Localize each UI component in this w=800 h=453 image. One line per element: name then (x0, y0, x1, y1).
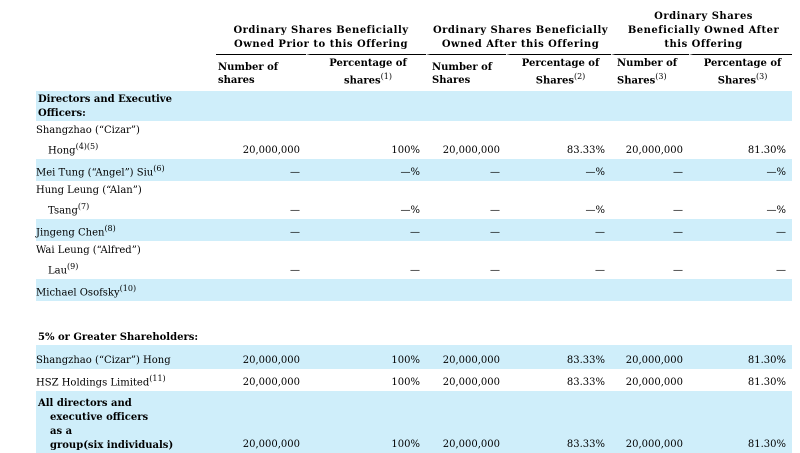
beneficial-ownership-table: Ordinary Shares Beneficially Owned Prior… (36, 8, 793, 453)
cell-value: —% (766, 205, 787, 216)
holder-name: Shangzhao (“Cizar”) Hong (36, 345, 216, 369)
col-header-pct-prior: Percentage of shares(1) (306, 54, 427, 91)
cell-value: 100% (391, 377, 421, 388)
group-header-row: Ordinary Shares Beneficially Owned Prior… (36, 8, 792, 54)
cell-value: 81.30% (747, 377, 787, 388)
table-row: Michael Osofsky(10) (36, 279, 793, 301)
holder-name: Michael Osofsky(10) (36, 279, 216, 301)
cell-value: 100% (306, 391, 427, 453)
cell-value: — (426, 159, 507, 181)
cell-value: — (216, 219, 306, 241)
holder-name: Shangzhao (“Cizar”) Hong(4)(5) (36, 124, 140, 156)
cell-value: 81.30% (689, 391, 793, 453)
cell-value: — (595, 265, 606, 276)
col-header-pct-after-1: Percentage of Shares(2) (506, 54, 612, 91)
table-row: Jingeng Chen(8) — — — — — — (36, 219, 793, 241)
col-header-number-after-2: Number of Shares(3) (611, 54, 690, 91)
cell-value: — (290, 205, 300, 216)
section-row-greater: 5% or Greater Shareholders: (36, 301, 792, 345)
cell-value: 20,000,000 (426, 391, 507, 453)
col-header-number-prior: Number of shares (216, 54, 306, 91)
cell-value: — (776, 265, 787, 276)
cell-value: 81.30% (689, 345, 793, 369)
cell-value: — (410, 265, 421, 276)
cell-value: — (490, 265, 501, 276)
cell-value: — (290, 265, 300, 276)
cell-value: — (673, 205, 684, 216)
col-header-number-after-1: Number of Shares (426, 54, 507, 91)
cell-value: 20,000,000 (611, 345, 690, 369)
col-header-pct-after-2: Percentage of Shares(3) (689, 54, 793, 91)
holder-name: Hung Leung (“Alan”) Tsang(7) (36, 184, 142, 216)
cell-value: — (506, 219, 612, 241)
cell-value: —% (506, 159, 612, 181)
holder-name: Wai Leung (“Alfred”) Lau(9) (36, 244, 141, 276)
cell-value: — (216, 159, 306, 181)
table-row: Wai Leung (“Alfred”) Lau(9) — — — — — — (36, 241, 792, 279)
cell-value: 81.30% (747, 145, 787, 156)
cell-value: — (426, 219, 507, 241)
cell-value: 20,000,000 (611, 391, 690, 453)
cell-value: — (611, 159, 690, 181)
cell-value: — (306, 219, 427, 241)
cell-value: 20,000,000 (625, 377, 684, 388)
cell-value: 20,000,000 (442, 377, 501, 388)
cell-value: —% (585, 205, 606, 216)
holder-name: Jingeng Chen(8) (36, 219, 216, 241)
cell-value: 20,000,000 (426, 345, 507, 369)
cell-value: 100% (391, 145, 421, 156)
cell-value: — (611, 219, 690, 241)
cell-value: 20,000,000 (442, 145, 501, 156)
cell-value: 100% (306, 345, 427, 369)
group-header-after-1: Ordinary Shares Beneficially Owned After… (426, 8, 611, 54)
section-label: Directors and Executive Officers: (36, 91, 216, 121)
column-header-row: Number of shares Percentage of shares(1)… (36, 54, 793, 91)
cell-value: 83.33% (566, 145, 606, 156)
cell-value: 20,000,000 (242, 145, 300, 156)
cell-value: —% (400, 205, 421, 216)
cell-value: 83.33% (566, 377, 606, 388)
cell-value: 20,000,000 (216, 391, 306, 453)
cell-value: —% (689, 159, 793, 181)
cell-value: —% (306, 159, 427, 181)
cell-value: 20,000,000 (242, 377, 300, 388)
cell-value: — (689, 219, 793, 241)
cell-value: 20,000,000 (216, 345, 306, 369)
table-row: Hung Leung (“Alan”) Tsang(7) — —% — —% — … (36, 181, 792, 219)
holder-name: Mei Tung (“Angel”) Siu(6) (36, 159, 216, 181)
table-row: HSZ Holdings Limited(11) 20,000,000 100%… (36, 369, 792, 391)
group-header-after-2: Ordinary Shares Beneficially Owned After… (611, 8, 792, 54)
cell-value: 83.33% (506, 391, 612, 453)
cell-value: — (673, 265, 684, 276)
holder-name: HSZ Holdings Limited(11) (36, 373, 166, 388)
cell-value: 83.33% (506, 345, 612, 369)
table-row: Shangzhao (“Cizar”) Hong 20,000,000 100%… (36, 345, 793, 369)
table-row: Shangzhao (“Cizar”) Hong(4)(5) 20,000,000… (36, 121, 792, 159)
cell-value: — (490, 205, 501, 216)
group-header-prior: Ordinary Shares Beneficially Owned Prior… (233, 25, 409, 50)
cell-value: 20,000,000 (625, 145, 684, 156)
section-label: 5% or Greater Shareholders: (38, 332, 199, 343)
table-row: Mei Tung (“Angel”) Siu(6) — —% — —% — —% (36, 159, 793, 181)
section-row-directors: Directors and Executive Officers: (36, 91, 793, 121)
